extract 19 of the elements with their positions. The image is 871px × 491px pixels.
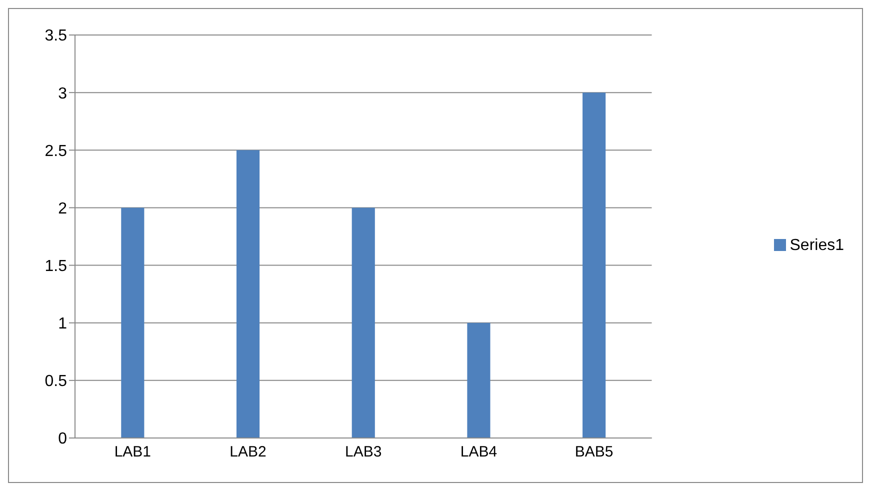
y-tick-label: 2 (58, 200, 68, 218)
y-tick-label: 2.5 (44, 142, 68, 160)
x-tick-label: LAB3 (345, 444, 382, 461)
y-tick-label: 3.5 (44, 28, 68, 45)
bar (236, 150, 260, 438)
y-tick-label: 0.5 (44, 373, 68, 390)
x-tick-label: LAB2 (230, 444, 266, 461)
x-tick-label: BAB5 (574, 444, 614, 461)
legend-label: Series1 (790, 236, 844, 254)
bar (582, 92, 606, 438)
bar (467, 322, 490, 438)
y-tick-label: 1.5 (44, 258, 68, 275)
x-tick-label: LAB4 (460, 444, 498, 461)
bar (121, 208, 144, 438)
bar (352, 208, 375, 438)
y-tick-label: 3 (58, 85, 68, 102)
y-tick-label: 0 (58, 430, 68, 448)
x-tick-label: LAB1 (114, 444, 152, 461)
y-tick-label: 1 (58, 316, 68, 333)
